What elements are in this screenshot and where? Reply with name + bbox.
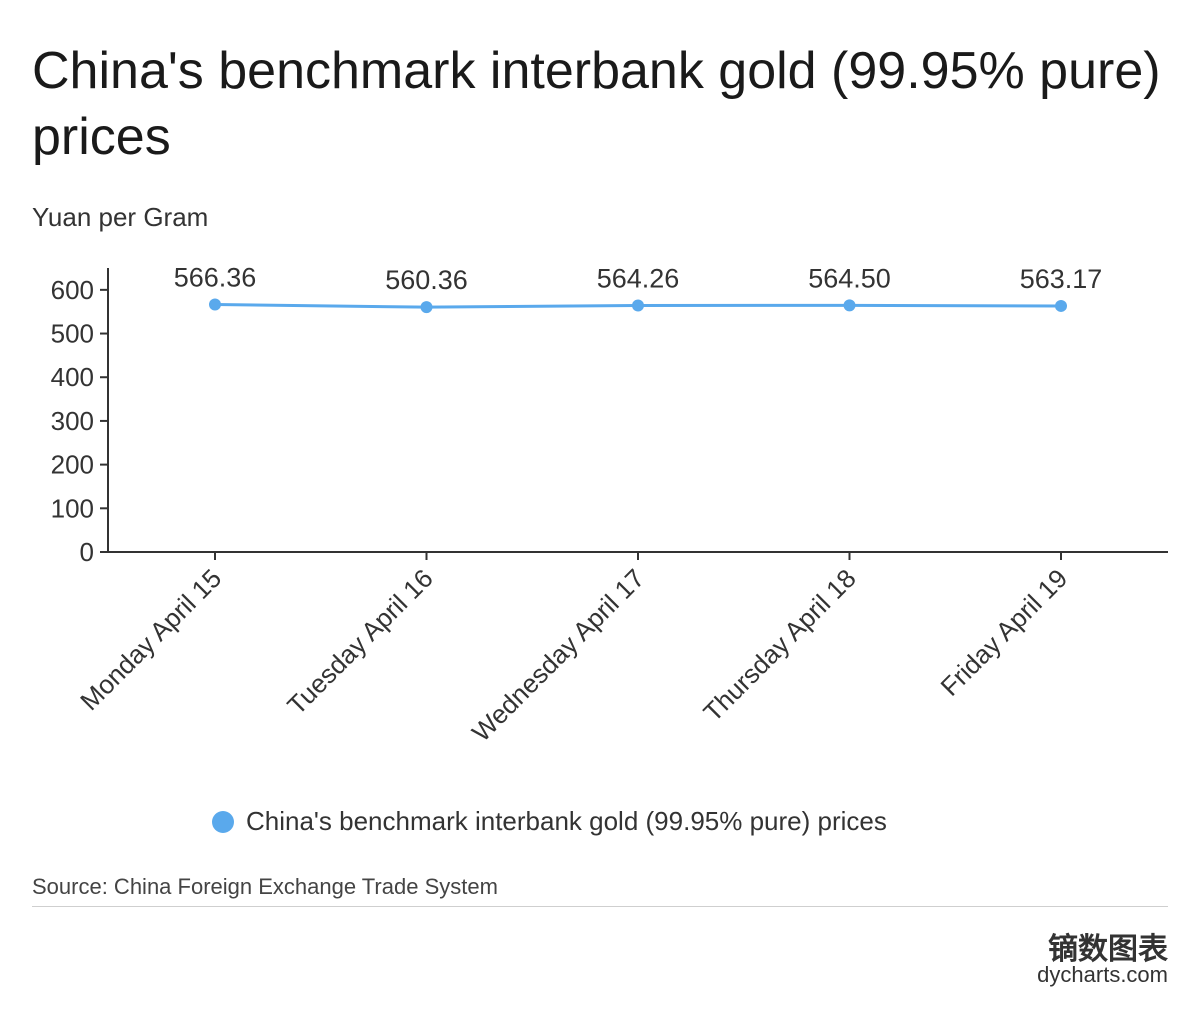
x-tick-label: Monday April 15 — [74, 563, 227, 716]
y-tick-label: 200 — [51, 450, 94, 480]
line-chart: 0 100 200 300 400 500 600 Monday April 15 Tuesda… — [51, 263, 1168, 747]
legend-label: China's benchmark interbank gold (99.95%… — [246, 806, 887, 836]
data-point[interactable] — [1055, 299, 1067, 312]
x-tick-label: Friday April 19 — [935, 563, 1074, 702]
legend-swatch — [212, 810, 234, 833]
y-tick-label: 0 — [80, 537, 94, 567]
chart-title: China's benchmark interbank gold (99.95%… — [32, 42, 1161, 166]
data-point[interactable] — [843, 299, 856, 312]
y-axis-unit-label: Yuan per Gram — [32, 202, 209, 232]
y-tick-label: 400 — [51, 362, 94, 392]
y-tick-label: 100 — [51, 493, 94, 523]
source-note: Source: China Foreign Exchange Trade Sys… — [32, 874, 498, 899]
data-label: 564.26 — [597, 263, 680, 293]
data-point[interactable] — [632, 299, 644, 312]
footer-divider — [32, 906, 1168, 907]
data-label: 564.50 — [808, 263, 891, 293]
x-tick-label: Wednesday April 17 — [466, 563, 650, 747]
x-tick-label: Tuesday April 16 — [281, 563, 438, 720]
y-tick-label: 600 — [51, 275, 94, 305]
x-tick-label: Thursday April 18 — [697, 563, 861, 727]
data-point[interactable] — [420, 301, 433, 314]
y-tick-label: 300 — [51, 406, 94, 436]
data-point[interactable] — [209, 298, 221, 311]
data-label: 566.36 — [174, 263, 257, 293]
legend[interactable]: China's benchmark interbank gold (99.95%… — [212, 806, 887, 837]
data-label: 563.17 — [1020, 264, 1103, 294]
y-tick-label: 500 — [51, 319, 94, 349]
brand-logo-url: dycharts.com — [1037, 962, 1168, 987]
brand-logo-cn: 镝数图表 — [1048, 932, 1168, 967]
data-label: 560.36 — [385, 265, 468, 295]
